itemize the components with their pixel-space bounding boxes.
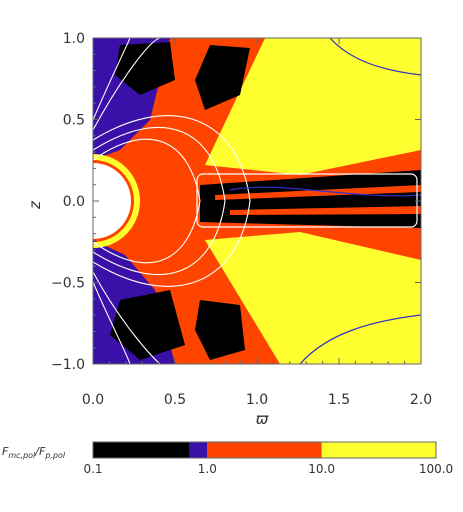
y-tick-label: −1.0 — [51, 357, 85, 373]
colorbar-label-den: F — [39, 445, 46, 458]
x-tick-label: 2.0 — [410, 392, 432, 408]
field-line-contours — [93, 38, 251, 364]
x-tick-label: 1.0 — [246, 392, 268, 408]
colorbar-frame — [92, 441, 437, 459]
black-patch-top — [115, 42, 175, 95]
x-tick-label: 0.0 — [82, 392, 104, 408]
yellow-wedge-lower-edge — [340, 300, 421, 364]
colorbar-band — [321, 442, 436, 458]
black-patch-bottom — [110, 290, 185, 360]
axes-ticks: 0.0 0.5 1.0 1.5 2.0 1.0 0.5 0.0 −0.5 −1.0 — [51, 31, 432, 408]
y-tick-label: 0.0 — [63, 194, 85, 210]
x-axis-label: ϖ — [256, 410, 269, 428]
black-patch-bottom-right — [195, 300, 245, 360]
colorbar-label-main-sub: mc,pol — [8, 451, 36, 460]
orange-streaks-equator — [215, 185, 421, 215]
colorbar-label: Fmc,pol/Fp,pol — [2, 445, 66, 460]
colorbar-tick-label: 0.1 — [83, 462, 102, 476]
heatmap-field — [93, 38, 421, 364]
x-tick-label: 1.5 — [328, 392, 350, 408]
colorbar: 0.1 1.0 10.0 100.0 — [83, 441, 453, 476]
yellow-wedge-upper — [205, 38, 421, 175]
colorbar-band — [189, 442, 208, 458]
y-tick-label: 0.5 — [63, 113, 85, 129]
colorbar-label-main: F — [2, 445, 9, 458]
colorbar-band — [207, 442, 322, 458]
colorbar-tick-label: 1.0 — [198, 462, 217, 476]
colorbar-tick-label: 10.0 — [308, 462, 335, 476]
colorbar-label-den-sub: p,pol — [44, 451, 66, 460]
yellow-wedge-lower — [205, 232, 421, 364]
black-patch-top-right — [195, 45, 250, 110]
y-tick-label: −0.5 — [51, 276, 85, 292]
y-axis-label: z — [26, 200, 44, 210]
y-tick-label: 1.0 — [63, 31, 85, 47]
blue-contours — [229, 38, 421, 364]
colorbar-band — [93, 442, 190, 458]
central-white-core — [93, 163, 131, 239]
colorbar-label-sep: / — [34, 445, 40, 458]
central-yellow-ring — [93, 154, 140, 248]
colorbar-tick-label: 100.0 — [419, 462, 453, 476]
x-tick-label: 0.5 — [164, 392, 186, 408]
